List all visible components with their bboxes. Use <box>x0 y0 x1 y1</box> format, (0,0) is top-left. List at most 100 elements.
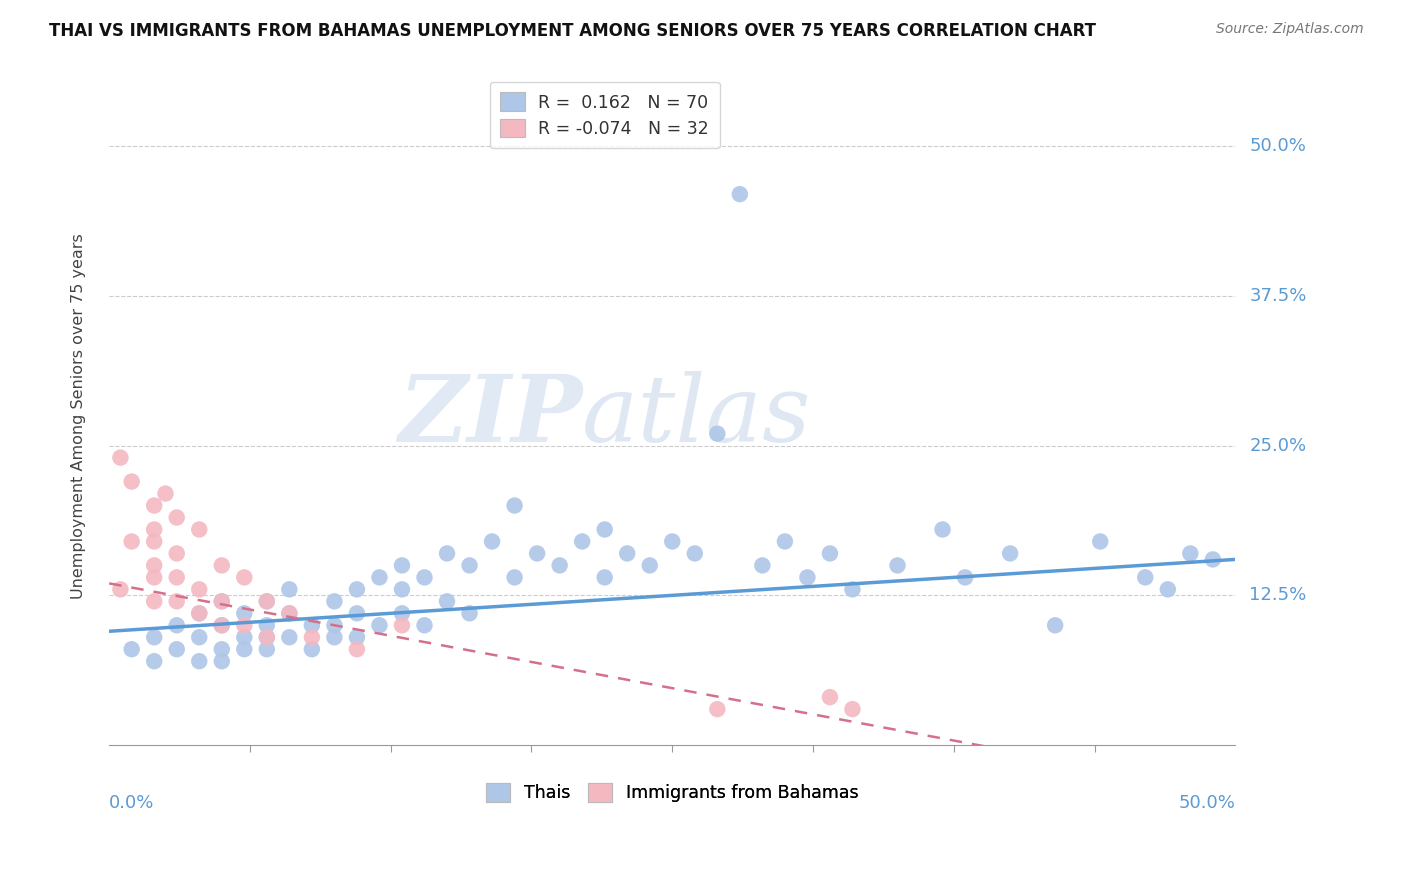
Point <box>436 546 458 560</box>
Point <box>301 642 323 657</box>
Point <box>706 702 728 716</box>
Point <box>481 534 503 549</box>
Point <box>121 475 143 489</box>
Point <box>278 582 301 597</box>
Point <box>818 546 841 560</box>
Point <box>616 546 638 560</box>
Point <box>188 654 211 668</box>
Point <box>1157 582 1180 597</box>
Point <box>278 607 301 621</box>
Point <box>256 630 278 644</box>
Point <box>706 426 728 441</box>
Point <box>503 499 526 513</box>
Point <box>256 594 278 608</box>
Point <box>211 642 233 657</box>
Point <box>346 582 368 597</box>
Point <box>188 630 211 644</box>
Point <box>728 187 751 202</box>
Text: 50.0%: 50.0% <box>1178 795 1236 813</box>
Point <box>166 618 188 632</box>
Point <box>143 523 166 537</box>
Point <box>458 558 481 573</box>
Point <box>841 702 863 716</box>
Point <box>638 558 661 573</box>
Y-axis label: Unemployment Among Seniors over 75 years: Unemployment Among Seniors over 75 years <box>72 233 86 599</box>
Point <box>166 642 188 657</box>
Point <box>143 534 166 549</box>
Point <box>211 654 233 668</box>
Text: atlas: atlas <box>582 371 811 460</box>
Point <box>571 534 593 549</box>
Legend: Thais, Immigrants from Bahamas: Thais, Immigrants from Bahamas <box>479 776 866 809</box>
Point <box>818 690 841 705</box>
Text: ZIP: ZIP <box>398 371 582 460</box>
Text: THAI VS IMMIGRANTS FROM BAHAMAS UNEMPLOYMENT AMONG SENIORS OVER 75 YEARS CORRELA: THAI VS IMMIGRANTS FROM BAHAMAS UNEMPLOY… <box>49 22 1097 40</box>
Point <box>526 546 548 560</box>
Point <box>121 534 143 549</box>
Point <box>346 642 368 657</box>
Point <box>751 558 773 573</box>
Text: 0.0%: 0.0% <box>110 795 155 813</box>
Point <box>256 642 278 657</box>
Point <box>346 630 368 644</box>
Point <box>998 546 1021 560</box>
Point <box>143 570 166 584</box>
Point <box>436 594 458 608</box>
Point <box>953 570 976 584</box>
Point <box>413 618 436 632</box>
Point <box>391 618 413 632</box>
Point <box>1135 570 1157 584</box>
Text: 37.5%: 37.5% <box>1250 287 1306 305</box>
Point <box>391 558 413 573</box>
Point <box>931 523 953 537</box>
Point <box>143 630 166 644</box>
Point <box>233 618 256 632</box>
Point <box>233 570 256 584</box>
Point <box>166 510 188 524</box>
Point <box>233 607 256 621</box>
Text: 25.0%: 25.0% <box>1250 437 1306 455</box>
Point <box>211 618 233 632</box>
Point <box>188 607 211 621</box>
Point <box>166 570 188 584</box>
Point <box>233 630 256 644</box>
Point <box>773 534 796 549</box>
Point <box>278 630 301 644</box>
Point <box>413 570 436 584</box>
Point <box>683 546 706 560</box>
Point <box>301 630 323 644</box>
Point <box>796 570 818 584</box>
Point <box>323 594 346 608</box>
Text: 12.5%: 12.5% <box>1250 586 1306 605</box>
Point <box>188 523 211 537</box>
Text: Source: ZipAtlas.com: Source: ZipAtlas.com <box>1216 22 1364 37</box>
Point <box>110 582 132 597</box>
Point <box>256 630 278 644</box>
Point <box>391 607 413 621</box>
Point <box>155 486 177 500</box>
Point <box>278 607 301 621</box>
Point <box>1180 546 1202 560</box>
Point <box>166 546 188 560</box>
Point <box>143 654 166 668</box>
Point <box>110 450 132 465</box>
Point <box>1090 534 1112 549</box>
Point <box>143 558 166 573</box>
Point <box>1043 618 1066 632</box>
Point <box>346 607 368 621</box>
Point <box>121 642 143 657</box>
Point <box>143 594 166 608</box>
Point <box>593 523 616 537</box>
Point <box>256 594 278 608</box>
Point <box>323 630 346 644</box>
Point <box>323 618 346 632</box>
Point <box>1202 552 1225 566</box>
Point <box>661 534 683 549</box>
Point <box>886 558 908 573</box>
Point <box>458 607 481 621</box>
Point <box>841 582 863 597</box>
Point <box>503 570 526 584</box>
Point <box>166 594 188 608</box>
Point <box>301 618 323 632</box>
Point <box>391 582 413 597</box>
